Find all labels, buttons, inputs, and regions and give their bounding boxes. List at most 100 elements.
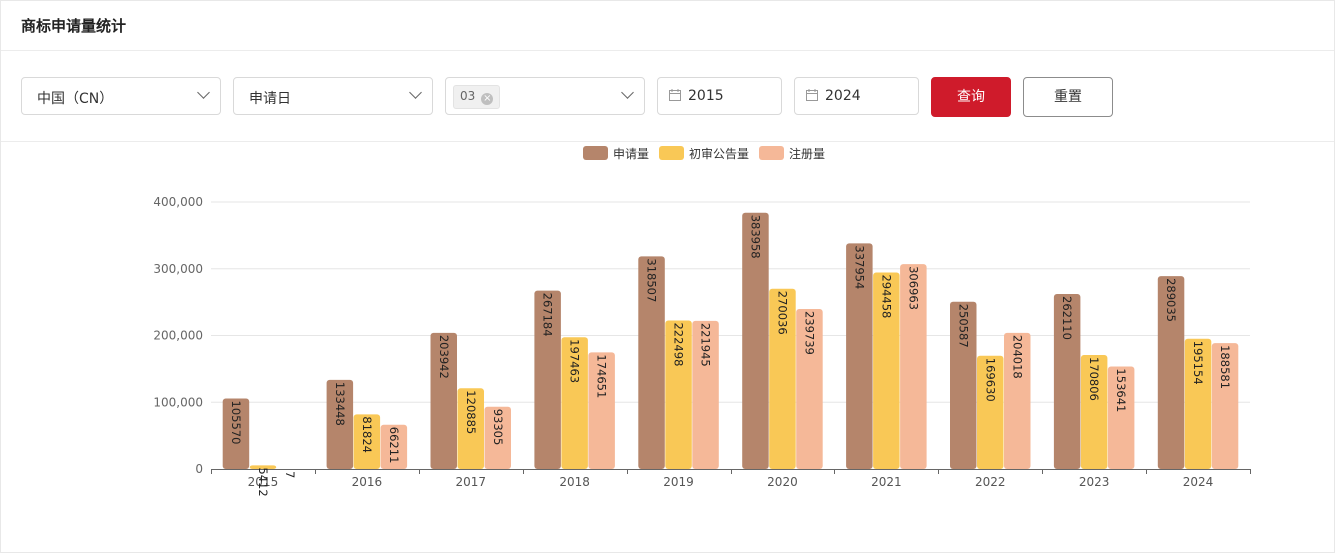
data-label: 383958	[748, 215, 762, 259]
x-tick-label: 2015	[248, 475, 279, 489]
page-title: 商标申请量统计	[21, 17, 127, 35]
data-label: 7	[283, 471, 297, 478]
legend-label-register: 注册量	[789, 147, 826, 161]
class-multiselect[interactable]: 03 ×	[445, 77, 645, 115]
filter-divider	[1, 141, 1334, 142]
class-tag: 03 ×	[453, 85, 501, 109]
bar-apply	[534, 290, 561, 469]
data-label: 337954	[852, 245, 866, 289]
bar-apply	[430, 332, 457, 469]
bar-apply	[950, 301, 977, 469]
data-label: 105570	[229, 401, 243, 445]
bar-prelim	[353, 414, 381, 469]
bar-register	[1107, 366, 1135, 469]
data-label: 174651	[595, 354, 609, 398]
end-year-picker[interactable]: 2024	[794, 77, 919, 115]
bar-register	[588, 352, 615, 469]
x-tick-label: 2023	[1079, 475, 1110, 489]
data-label: 120885	[464, 390, 478, 434]
x-tick-label: 2021	[871, 475, 902, 489]
bar-apply	[1053, 294, 1081, 469]
legend-swatch-register	[759, 146, 784, 160]
data-label: 188581	[1218, 345, 1232, 389]
x-tick-label: 2018	[559, 475, 590, 489]
bar-prelim	[1080, 354, 1108, 469]
bar-apply	[846, 243, 873, 469]
bar-register	[900, 264, 927, 469]
bar-prelim	[665, 320, 692, 469]
reset-button[interactable]: 重置	[1023, 77, 1113, 117]
country-select-value: 中国（CN）	[37, 91, 114, 107]
x-tick-label: 2017	[455, 475, 486, 489]
bar-prelim	[249, 465, 277, 469]
y-tick-label: 400,000	[153, 195, 203, 209]
x-tick-label: 2019	[663, 475, 694, 489]
class-tag-label: 03	[460, 89, 476, 103]
date-type-select-value: 申请日	[249, 91, 291, 107]
data-label: 262110	[1060, 296, 1074, 340]
y-tick-label: 200,000	[153, 329, 203, 343]
data-label: 133448	[333, 382, 347, 426]
data-label: 250587	[956, 304, 970, 348]
data-label: 5412	[256, 467, 270, 496]
data-label: 93305	[491, 409, 505, 446]
legend-swatch-apply	[583, 146, 608, 160]
bar-apply	[222, 398, 250, 469]
data-label: 195154	[1191, 341, 1205, 385]
x-tick-label: 2022	[975, 475, 1006, 489]
data-label: 294458	[879, 274, 893, 318]
bar-register	[1004, 332, 1031, 469]
x-tick-label: 2024	[1183, 475, 1214, 489]
bar-register	[484, 406, 511, 469]
bar-register	[1211, 343, 1239, 469]
data-label: 81824	[360, 416, 374, 453]
bar-register	[692, 320, 719, 469]
tag-remove-icon[interactable]: ×	[481, 93, 494, 105]
data-label: 267184	[541, 293, 555, 337]
data-label: 239739	[802, 311, 816, 355]
bar-apply	[742, 212, 769, 469]
data-label: 197463	[568, 339, 582, 383]
bar-prelim	[769, 288, 796, 469]
data-label: 306963	[906, 266, 920, 310]
data-label: 289035	[1164, 278, 1178, 322]
y-tick-label: 100,000	[153, 395, 203, 409]
bar-register	[796, 308, 823, 469]
country-select[interactable]: 中国（CN）	[21, 77, 221, 115]
bar-prelim	[457, 388, 484, 469]
bar-apply	[326, 379, 354, 469]
header-divider	[1, 50, 1334, 51]
data-label: 204018	[1010, 335, 1024, 379]
legend-label-prelim: 初审公告量	[689, 147, 750, 161]
bar-register	[380, 424, 408, 469]
bar-prelim	[1184, 338, 1212, 469]
y-tick-label: 0	[195, 462, 203, 476]
data-label: 318507	[645, 258, 659, 302]
data-label: 222498	[672, 322, 686, 366]
legend-swatch-prelim	[659, 146, 684, 160]
bar-apply	[638, 256, 665, 469]
end-year-value: 2024	[825, 88, 861, 104]
data-label: 270036	[775, 291, 789, 335]
data-label: 66211	[387, 427, 401, 464]
data-label: 170806	[1087, 357, 1101, 401]
bar-prelim	[977, 355, 1004, 469]
bar-apply	[1157, 276, 1185, 469]
calendar-icon	[669, 89, 681, 101]
data-label: 169630	[983, 358, 997, 402]
y-tick-label: 300,000	[153, 262, 203, 276]
start-year-value: 2015	[688, 88, 724, 104]
bar-prelim	[561, 337, 588, 469]
calendar-icon	[806, 89, 818, 101]
data-label: 203942	[437, 335, 451, 379]
data-label: 153641	[1114, 368, 1128, 412]
bar-prelim	[873, 272, 900, 469]
x-tick-label: 2020	[767, 475, 798, 489]
query-button[interactable]: 查询	[931, 77, 1011, 117]
data-label: 221945	[699, 323, 713, 367]
start-year-picker[interactable]: 2015	[657, 77, 782, 115]
legend-label-apply: 申请量	[613, 147, 650, 161]
x-tick-label: 2016	[352, 475, 383, 489]
date-type-select[interactable]: 申请日	[233, 77, 433, 115]
